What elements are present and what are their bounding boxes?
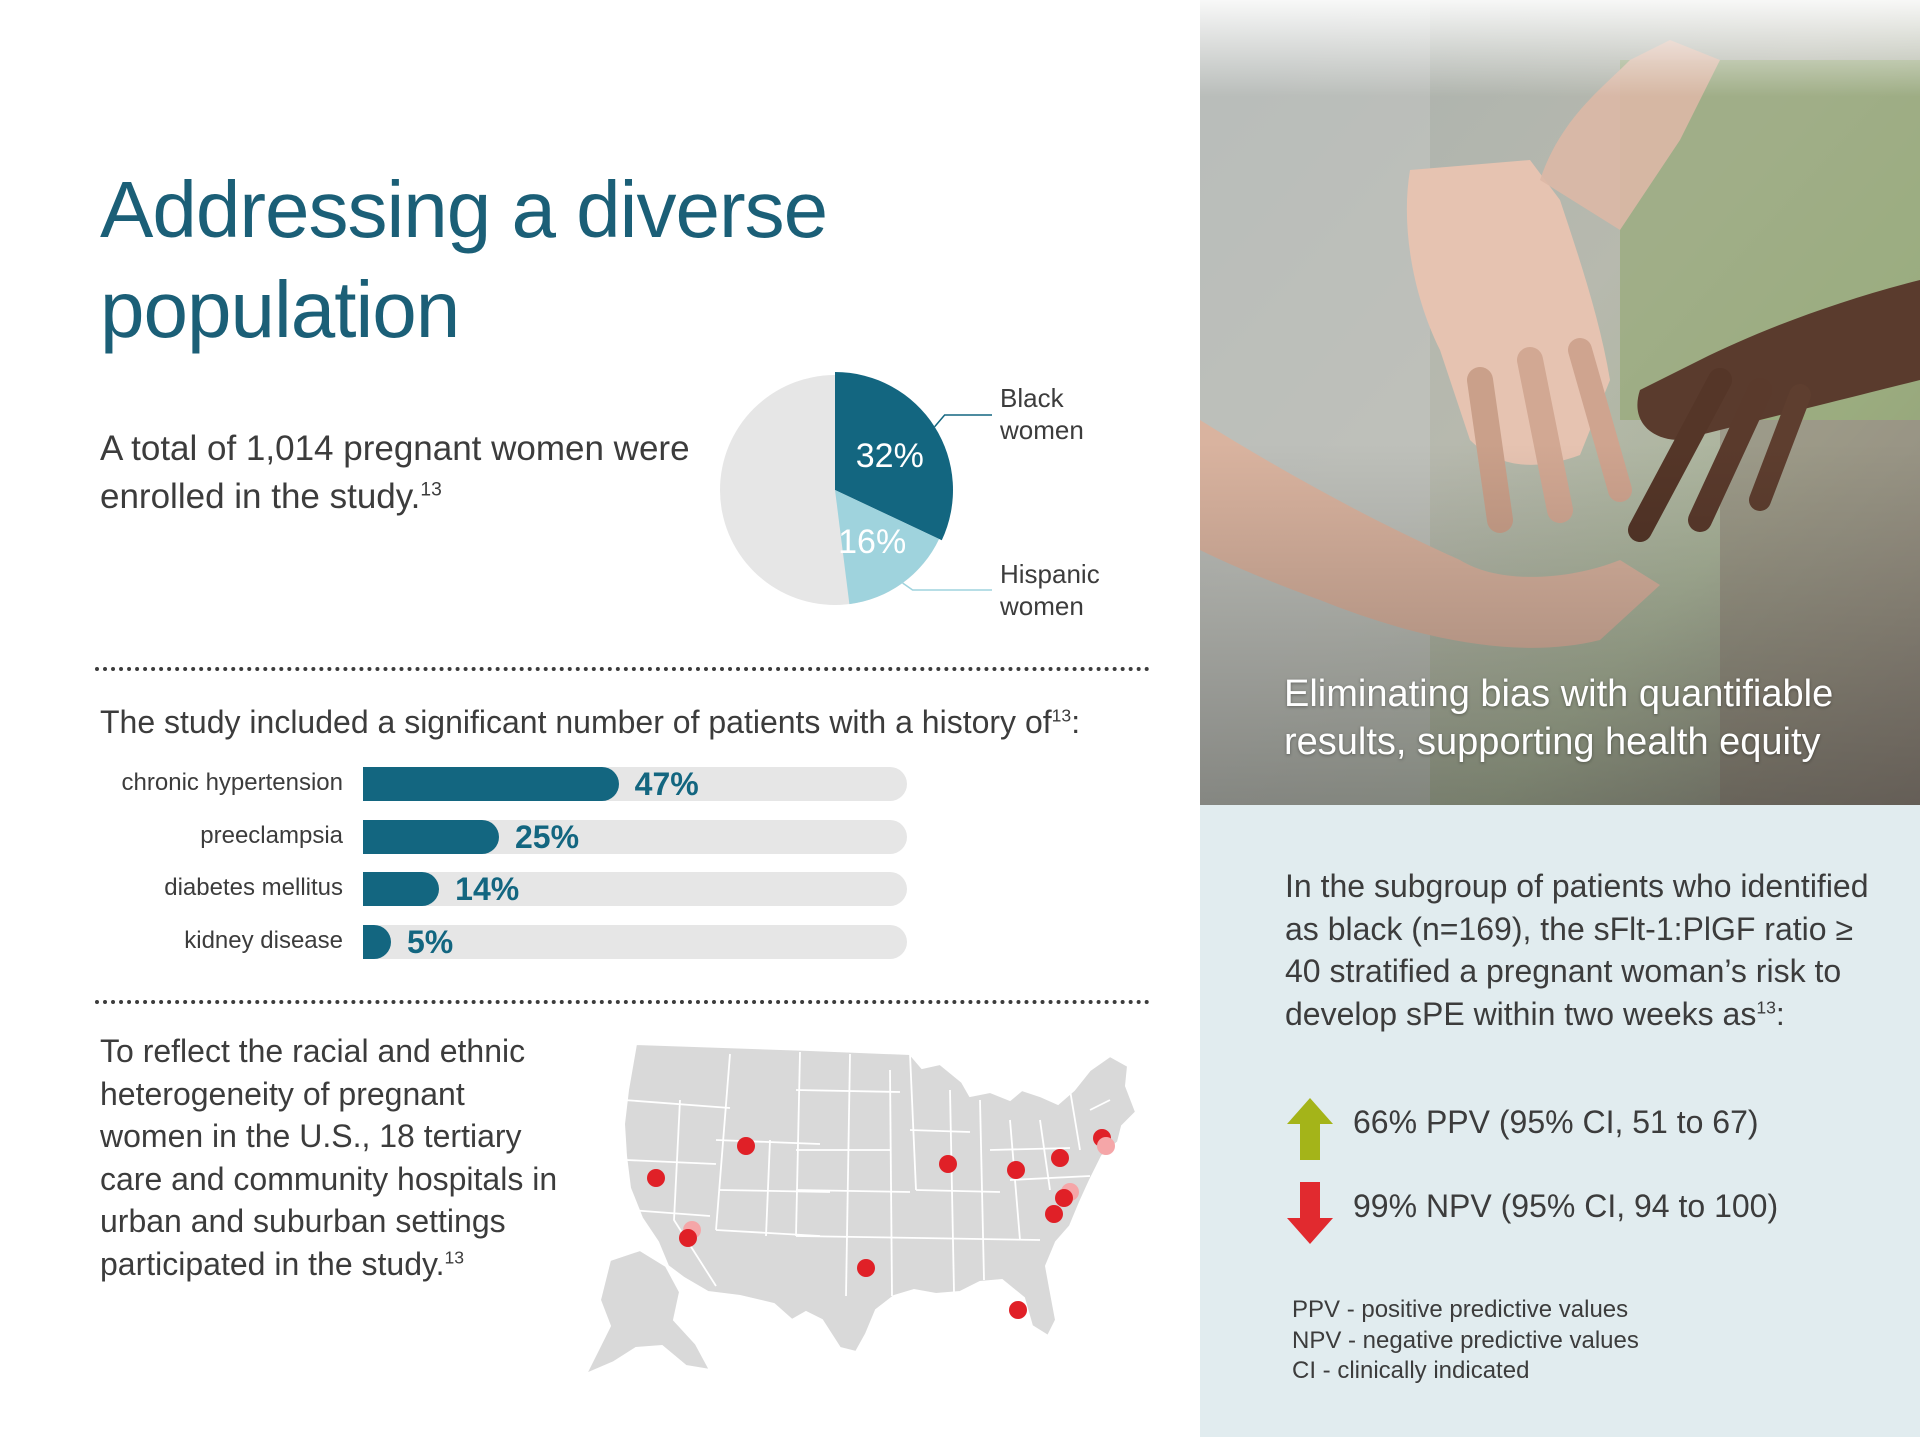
ppv-stat-text: 66% PPV (95% CI, 51 to 67) — [1353, 1104, 1759, 1140]
npv-stat-text: 99% NPV (95% CI, 94 to 100) — [1353, 1188, 1779, 1224]
abbreviation-definitions: PPV - positive predictive values NPV - n… — [1292, 1295, 1852, 1387]
hospital-marker — [1051, 1149, 1069, 1167]
definition-ppv: PPV - positive predictive values — [1292, 1296, 1629, 1323]
pie-legend-black: Black women — [1000, 382, 1084, 446]
history-heading-colon: : — [1071, 704, 1081, 740]
hands-photo — [1200, 0, 1920, 805]
alaska-shape — [583, 1248, 712, 1376]
pie-slice-label: 32% — [856, 437, 924, 475]
hospital-markers — [647, 1129, 1115, 1319]
hospital-marker — [737, 1137, 755, 1155]
pie-leader-line — [902, 582, 992, 591]
hospital-marker — [647, 1169, 665, 1187]
pie-slice-label: 16% — [838, 523, 906, 561]
hospitals-text: To reflect the racial and ethnic heterog… — [100, 1030, 570, 1285]
pie-legend-hispanic-line1: Hispanic — [1000, 559, 1100, 589]
bar — [363, 767, 619, 801]
ppv-stat: 66% PPV (95% CI, 51 to 67) — [1285, 1090, 1885, 1160]
reference-superscript: 13 — [1756, 996, 1776, 1017]
subgroup-text-body: In the subgroup of patients who identifi… — [1285, 868, 1869, 1032]
bar-value-label: 5% — [407, 923, 454, 960]
arrow-up-icon — [1287, 1098, 1333, 1160]
bar-category-label: chronic hypertension — [121, 769, 343, 796]
hospital-marker — [1007, 1161, 1025, 1179]
bar-row: diabetes mellitus 14% — [0, 870, 1200, 907]
page-title: Addressing a diverse population — [100, 165, 828, 354]
bar-value-label: 25% — [515, 818, 580, 855]
pie-slice-black-women — [835, 372, 953, 541]
bar-value-label: 14% — [455, 871, 520, 907]
pie-leader-line — [934, 414, 992, 428]
hospital-marker — [679, 1229, 697, 1247]
history-heading: The study included a significant number … — [100, 700, 1200, 744]
definition-npv: NPV - negative predictive values — [1292, 1326, 1639, 1354]
bar-category-label: kidney disease — [184, 926, 343, 954]
pie-legend-black-line1: Black — [1000, 383, 1064, 413]
bar — [363, 924, 391, 959]
pie-chart-svg: 32% 16% — [720, 372, 992, 605]
pie-legend-hispanic: Hispanic women — [1000, 558, 1100, 622]
section-divider-1 — [95, 667, 1150, 671]
bar-row: preeclampsia 25% — [0, 818, 1200, 855]
reference-superscript: 13 — [420, 479, 442, 501]
reference-superscript: 13 — [444, 1246, 465, 1267]
pie-slice-hispanic-women — [835, 490, 940, 605]
history-bar-chart: chronic hypertension 47% preeclampsia 25% di… — [0, 765, 1200, 975]
us-map-shape — [583, 1042, 1138, 1376]
enrollment-text-body: A total of 1,014 pregnant women were enr… — [100, 429, 690, 516]
bar-category-label: diabetes mellitus — [164, 874, 343, 901]
bar-value-label: 47% — [634, 766, 699, 802]
subgroup-text-suffix: : — [1775, 995, 1785, 1032]
definition-ci: CI - clinically indicated — [1292, 1357, 1530, 1384]
us-hospital-map — [570, 1030, 1170, 1385]
hospital-marker — [1055, 1189, 1073, 1207]
us-map-svg — [583, 1042, 1138, 1376]
bar — [363, 819, 499, 854]
bar-row: kidney disease 5% — [0, 923, 1200, 960]
reference-superscript: 13 — [1051, 705, 1072, 726]
enrollment-text: A total of 1,014 pregnant women were enr… — [100, 425, 700, 521]
npv-stat: 99% NPV (95% CI, 94 to 100) — [1285, 1174, 1885, 1244]
bar-row: chronic hypertension 47% — [0, 765, 1200, 802]
pie-legend-hispanic-line2: women — [1000, 591, 1084, 621]
hospital-marker — [1097, 1137, 1115, 1155]
subgroup-text: In the subgroup of patients who identifi… — [1285, 865, 1885, 1035]
bar — [363, 872, 440, 906]
population-pie-chart: 32% 16% Black women Hispanic women — [720, 370, 1120, 630]
bar-track — [363, 872, 907, 906]
hospitals-text-body: To reflect the racial and ethnic heterog… — [100, 1033, 558, 1282]
pie-legend-black-line2: women — [1000, 415, 1084, 445]
hospital-marker — [857, 1259, 875, 1277]
photo-caption: Eliminating bias with quantifiable resul… — [1284, 673, 1834, 763]
section-divider-2 — [95, 1000, 1150, 1004]
arrow-down-icon — [1287, 1182, 1333, 1244]
bar-track — [363, 924, 907, 959]
hospital-marker — [1009, 1301, 1027, 1319]
history-heading-text: The study included a significant number … — [100, 704, 1052, 740]
hands-photo-illustration — [1200, 0, 1920, 805]
hospital-marker — [1045, 1205, 1063, 1223]
hospital-marker — [939, 1155, 957, 1173]
bar-category-label: preeclampsia — [200, 821, 343, 849]
